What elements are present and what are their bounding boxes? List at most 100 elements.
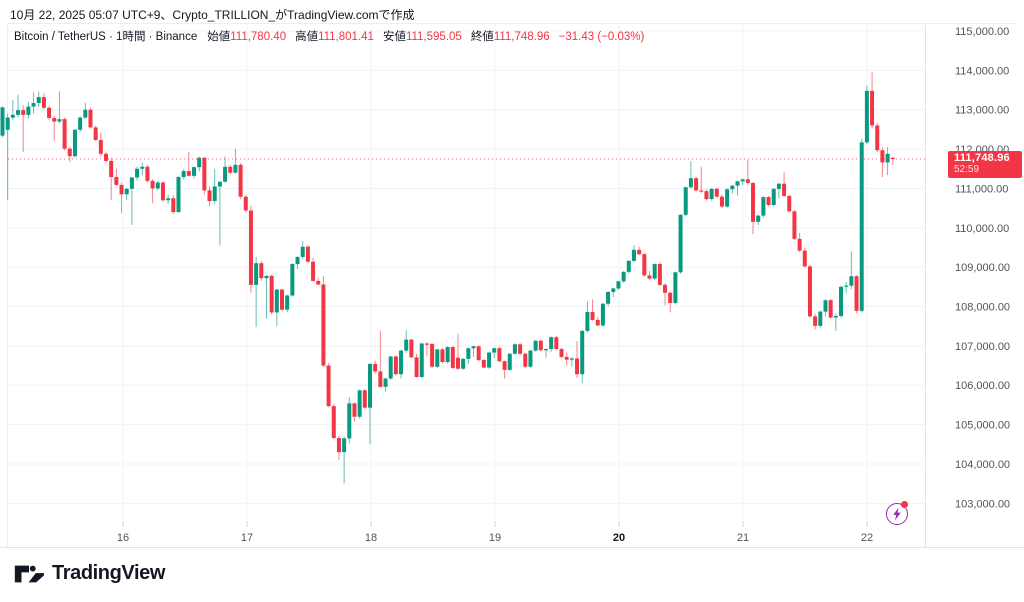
ohlc-close: 終値111,748.96 [470,31,550,43]
candle-body [528,350,533,367]
candle-body [714,188,719,197]
candle-body [807,266,812,317]
candle-body [730,185,735,190]
candle-body [104,153,109,161]
candle-body [5,117,10,130]
candle-body [295,256,300,265]
candle-body [280,289,285,310]
candle-body [129,177,134,189]
candle-body [616,281,621,289]
price-axis-label: 108,000.00 [955,302,1010,314]
candle-body [393,356,398,375]
candle-body [248,210,253,285]
candle-body [849,276,854,286]
candle-body [202,157,207,191]
candle-body [575,358,580,375]
chart-left-border [7,23,8,547]
candle-body [305,246,310,262]
candle-body [782,183,787,196]
candle-body [797,238,802,251]
change-value: −31.43 (−0.03%) [558,31,645,43]
time-axis-label: 20 [613,532,625,544]
candle-body [186,171,191,176]
candle-body [466,348,471,359]
candle-body [223,166,228,182]
candle-body [761,197,766,216]
price-axis-label: 113,000.00 [955,105,1009,117]
candle-body [336,437,341,453]
candle-body [813,316,818,326]
candle-body [300,246,305,257]
candle-body [756,215,761,222]
candle-body [595,319,600,326]
candle-body [631,249,636,261]
candle-body [455,357,460,369]
candle-body [435,349,440,367]
candle-body [47,107,52,118]
candle-body [549,337,554,350]
candle-body [559,349,564,357]
candle-body [859,142,864,311]
candle-body [192,167,197,176]
candle-body [487,352,492,368]
candle-body [854,276,859,311]
candle-body [316,280,321,285]
candle-body [663,284,668,293]
candle-body [21,110,26,115]
candle-body [844,285,849,287]
time-axis-label: 17 [241,532,253,544]
price-axis-label: 109,000.00 [955,262,1010,274]
candle-body [347,403,352,439]
tradingview-logo[interactable]: TradingView [14,562,165,585]
candle-body [839,286,844,316]
candle-body [523,353,528,367]
candle-body [688,178,693,188]
candle-body [145,166,150,181]
candle-body [492,348,497,353]
price-axis-label: 104,000.00 [955,459,1010,471]
time-scale-separator [0,547,1024,548]
candle-body [875,125,880,151]
notification-dot [901,501,908,508]
candle-body [771,188,776,205]
candle-body [642,254,647,276]
time-scale[interactable]: 16 17 18 19 20 21 22 [117,532,873,544]
candle-body [885,153,890,163]
candle-body [637,249,642,255]
candle-body [62,119,67,149]
lightning-icon [893,507,901,521]
candle-body [285,295,290,310]
candle-body [652,264,657,279]
candle-body [72,129,77,157]
candle-body [533,340,538,351]
candle-body [590,312,595,320]
candle-body [518,344,523,354]
market-status-button[interactable] [886,503,908,525]
candle-body [217,181,222,187]
candle-body [57,119,62,122]
candle-body [414,357,419,377]
candle-body [150,180,155,189]
time-axis-label: 18 [365,532,377,544]
candle-body [585,312,590,331]
candle-body [342,438,347,453]
chart-legend: Bitcoin / TetherUS · 1時間 · Binance 始値111,… [14,28,644,44]
candle-body [98,140,103,154]
price-axis-label: 114,000.00 [955,65,1009,77]
bar-countdown: 52:59 [954,164,980,175]
candle-body [373,363,378,372]
price-scale[interactable]: 115,000.00114,000.00113,000.00112,000.00… [955,26,1010,510]
price-axis-label: 110,000.00 [955,223,1009,235]
attribution-text: 10月 22, 2025 05:07 UTC+9、Crypto_TRILLION… [10,8,415,22]
candle-body [626,260,631,272]
candle-body [264,275,269,279]
candle-body [119,184,124,195]
candle-body [554,337,559,350]
candle-body [78,117,83,130]
candle-body [766,197,771,205]
candle-body [254,263,259,285]
time-axis-label: 22 [861,532,873,544]
candle-body [445,347,450,363]
candle-body [683,187,688,215]
